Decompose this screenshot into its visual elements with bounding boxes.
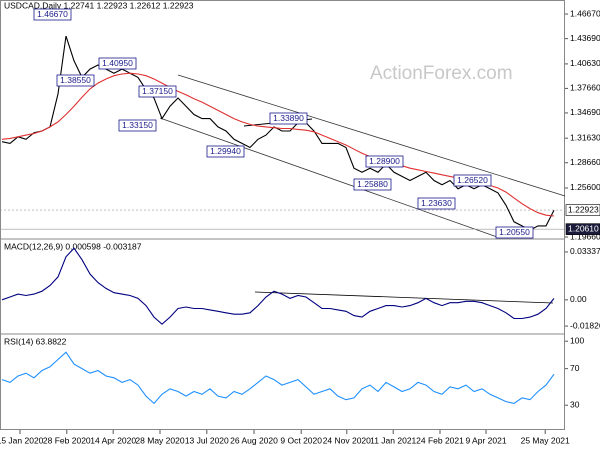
annotation: 1.46670 <box>33 8 72 21</box>
annotation: 1.40950 <box>98 57 137 70</box>
annotation-label: 1.23630 <box>421 198 452 208</box>
panel-title: RSI(14) 63.8822 <box>4 336 67 346</box>
annotation: 1.20550 <box>495 226 534 239</box>
panel-title: USDCAD,Daily 1.22741 1.22923 1.22612 1.2… <box>4 0 194 10</box>
panel-title: MACD(12,26,9) 0.000598 -0.003187 <box>4 241 142 251</box>
price-tag-label: 1.20610 <box>568 223 599 233</box>
annotation-label: 1.26520 <box>457 175 488 185</box>
y-tick-label: 1.19660 <box>570 231 600 241</box>
series-line <box>1 351 555 405</box>
annotation: 1.29940 <box>206 145 245 158</box>
x-tick-label: 28 May 2020 <box>135 435 184 445</box>
x-tick-label: 28 Feb 2020 <box>43 435 91 445</box>
x-tick-label: 13 Jul 2020 <box>185 435 229 445</box>
y-tick-label: 0.00 <box>570 294 587 304</box>
series-line <box>1 247 555 325</box>
y-tick-label: 1.37660 <box>570 83 600 93</box>
annotation-label: 1.20550 <box>499 227 530 237</box>
watermark: ActionForex.com <box>370 63 513 84</box>
x-tick-label: 11 Jan 2021 <box>370 435 416 445</box>
x-tick-label: 9 Apr 2021 <box>465 435 506 445</box>
price-tag-label: 1.22923 <box>568 204 599 214</box>
y-tick-label: 0.03337 <box>570 246 600 256</box>
annotation: 1.26520 <box>453 174 492 187</box>
annotation: 1.38550 <box>56 74 95 87</box>
x-tick-label: 15 Jan 2020 <box>0 435 44 445</box>
y-tick-label: -0.018262 <box>570 320 600 330</box>
y-tick-label: 1.31630 <box>570 132 600 142</box>
annotation: 1.28900 <box>365 155 404 168</box>
annotation-label: 1.28900 <box>369 156 400 166</box>
x-tick-label: 9 Oct 2020 <box>280 435 322 445</box>
annotation-label: 1.40950 <box>102 58 133 68</box>
annotation-label: 1.33150 <box>122 120 153 130</box>
y-tick-label: 100 <box>570 335 584 345</box>
annotation: 1.25880 <box>353 178 392 191</box>
annotation-label: 1.29940 <box>210 146 241 156</box>
annotation: 1.33150 <box>118 119 157 132</box>
price-tag <box>565 223 600 235</box>
channel-line <box>159 117 501 239</box>
x-tick-label: 26 Aug 2020 <box>230 435 278 445</box>
y-tick-label: 1.25600 <box>570 182 600 192</box>
channel-line <box>177 74 566 197</box>
macd-trend-line <box>254 291 554 304</box>
annotation-label: 1.25880 <box>357 179 388 189</box>
y-tick-label: 1.46670 <box>570 8 600 18</box>
annotation: 1.33890 <box>269 112 308 125</box>
x-tick-label: 24 Feb 2021 <box>416 435 464 445</box>
y-tick-label: 1.40630 <box>570 58 600 68</box>
y-tick-label: 70 <box>570 363 580 373</box>
x-tick-label: 25 May 2021 <box>521 435 570 445</box>
price-tag <box>565 204 600 216</box>
x-tick-label: 14 Apr 2020 <box>90 435 136 445</box>
y-tick-label: 30 <box>570 399 580 409</box>
series-line <box>1 35 555 231</box>
series-line <box>1 72 555 217</box>
y-tick-label: 1.34690 <box>570 107 600 117</box>
annotation: 1.23630 <box>417 197 456 210</box>
x-tick-label: 24 Nov 2020 <box>323 435 371 445</box>
annotation-label: 1.37150 <box>142 86 173 96</box>
frame <box>0 0 565 430</box>
annotation-label: 1.46670 <box>37 9 68 19</box>
annotation-label: 1.38550 <box>60 75 91 85</box>
annotation-label: 1.33890 <box>273 113 304 123</box>
y-tick-label: 1.43690 <box>570 33 600 43</box>
annotation: 1.37150 <box>138 85 177 98</box>
y-tick-label: 1.28660 <box>570 157 600 167</box>
